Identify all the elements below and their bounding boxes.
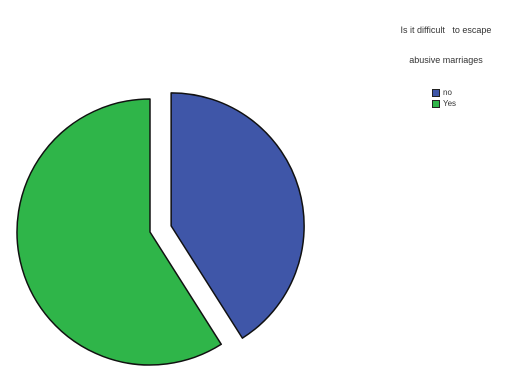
legend-swatch-no [432,88,440,97]
legend-items: no Yes [378,87,514,109]
pie-slice-no [170,92,305,339]
legend: Is it difficult to escape abusive marria… [378,5,514,109]
pie-slice-yes [16,98,223,366]
legend-item-no: no [432,87,514,98]
legend-label-no: no [443,87,452,97]
legend-item-yes: Yes [432,98,514,109]
legend-label-yes: Yes [443,98,457,108]
legend-title: Is it difficult to escape abusive marria… [378,5,514,85]
legend-title-line-1: Is it difficult to escape [400,25,492,35]
legend-swatch-yes [432,99,440,108]
legend-title-line-2: abusive marriages [409,55,483,65]
